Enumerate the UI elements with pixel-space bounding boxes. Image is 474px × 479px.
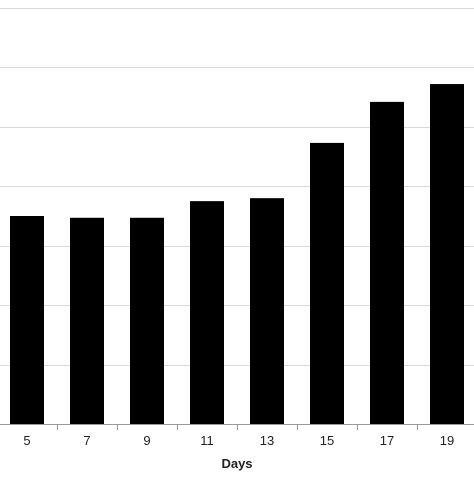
x-tick-label: 13 <box>260 433 274 448</box>
bar-day-19 <box>430 84 464 424</box>
x-tick-label: 9 <box>143 433 150 448</box>
bar-day-13 <box>250 198 284 424</box>
x-tick-label: 5 <box>23 433 30 448</box>
bar-day-11 <box>190 201 224 424</box>
x-axis <box>0 424 474 430</box>
bar-day-5 <box>10 216 44 424</box>
bar-day-17 <box>370 101 404 424</box>
x-axis-title: Days <box>221 456 252 471</box>
x-tick-label: 17 <box>380 433 394 448</box>
bar-day-15 <box>310 142 344 424</box>
x-tick-labels: 5 7 9 11 13 15 17 19 <box>23 433 454 448</box>
bar-day-7 <box>70 217 104 424</box>
x-tick-label: 15 <box>320 433 334 448</box>
bars <box>10 84 464 424</box>
bar-day-9 <box>130 217 164 424</box>
x-tick-label: 19 <box>440 433 454 448</box>
x-tick-label: 7 <box>83 433 90 448</box>
x-tick-label: 11 <box>200 433 214 448</box>
